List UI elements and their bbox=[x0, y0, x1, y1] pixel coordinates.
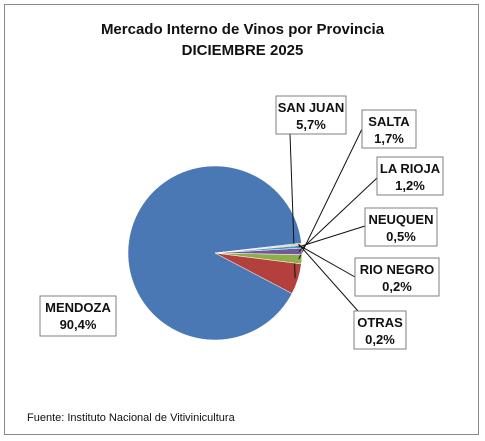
leader-line-otras bbox=[298, 243, 359, 312]
slice-name-salta: SALTA bbox=[368, 114, 410, 129]
slice-value-la-rioja: 1,2% bbox=[395, 178, 425, 193]
slice-value-salta: 1,7% bbox=[374, 131, 404, 146]
slice-name-san-juan: SAN JUAN bbox=[278, 100, 344, 115]
label-box-neuquen bbox=[364, 207, 438, 247]
slice-value-rio-negro: 0,2% bbox=[382, 279, 412, 294]
slice-name-rio-negro: RIO NEGRO bbox=[360, 262, 434, 277]
slice-name-mendoza: MENDOZA bbox=[45, 300, 111, 315]
leader-line-salta bbox=[298, 128, 363, 260]
chart-source: Fuente: Instituto Nacional de Vitivinicu… bbox=[27, 412, 235, 424]
label-box-salta bbox=[361, 109, 417, 149]
slice-value-otras: 0,2% bbox=[365, 332, 395, 347]
slice-value-san-juan: 5,7% bbox=[296, 117, 326, 132]
leader-line-rio-negro bbox=[298, 244, 356, 278]
slice-name-la-rioja: LA RIOJA bbox=[380, 161, 441, 176]
label-box-la-rioja bbox=[376, 156, 444, 196]
label-box-mendoza bbox=[39, 295, 117, 337]
pie-slice-otras bbox=[214, 242, 302, 254]
slice-value-neuquen: 0,5% bbox=[386, 229, 416, 244]
slice-value-mendoza: 90,4% bbox=[60, 317, 97, 332]
chart-subtitle: DICIEMBRE 2025 bbox=[181, 42, 304, 59]
slice-name-otras: OTRAS bbox=[357, 315, 403, 330]
chart-title: Mercado Interno de Vinos por Provincia bbox=[100, 21, 385, 38]
slice-name-neuquen: NEUQUEN bbox=[368, 212, 433, 227]
leader-line-la-rioja bbox=[298, 177, 378, 252]
label-box-san-juan bbox=[275, 95, 347, 135]
label-box-rio-negro bbox=[354, 257, 440, 297]
leader-line-neuquen bbox=[298, 225, 366, 248]
label-box-otras bbox=[353, 310, 407, 350]
pie-slice-mendoza bbox=[127, 165, 302, 341]
